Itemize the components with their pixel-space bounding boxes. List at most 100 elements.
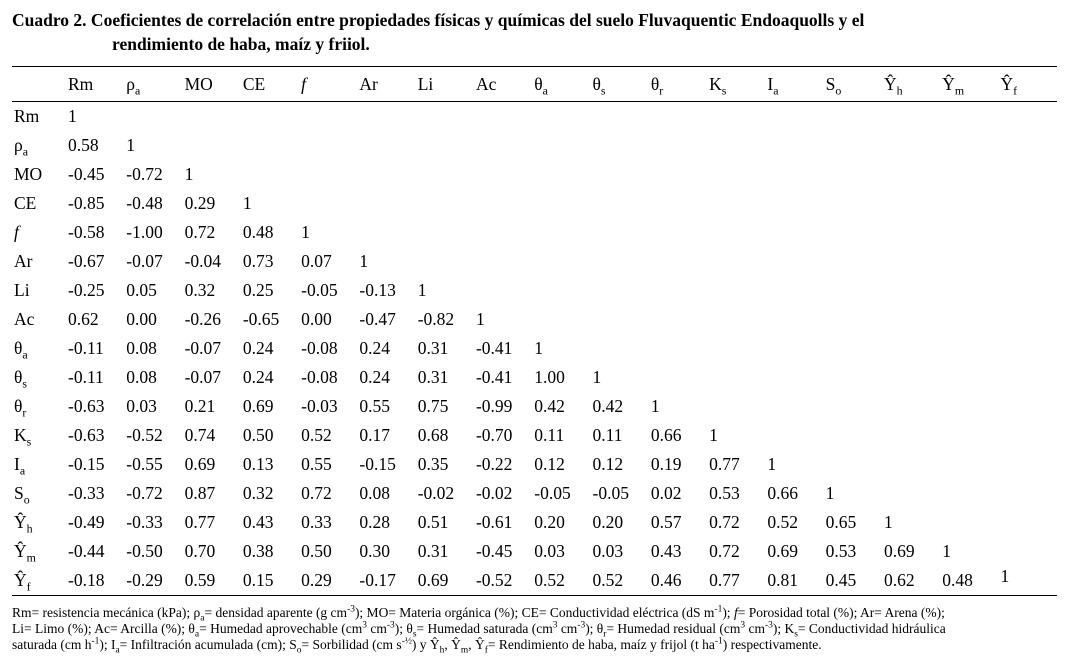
symbol-base: θ	[14, 367, 23, 387]
footnote-text: Li= Limo (%); Ac= Arcilla (%); θ	[12, 621, 195, 636]
symbol-subscript: h	[896, 83, 903, 98]
value-cell: -0.08	[301, 367, 338, 387]
value-cell	[241, 102, 299, 132]
symbol-base: I	[14, 454, 20, 474]
footnote-text: ); MO= Materia orgánica (%); CE= Conduct…	[354, 605, 715, 620]
value-cell: 0.12	[592, 454, 624, 474]
value-cell: 0.24	[359, 338, 391, 358]
footnote-text: = Porosidad total (%); Ar= Arena (%);	[737, 605, 945, 620]
value-cell: 0.69	[767, 541, 798, 561]
value-cell	[824, 102, 882, 132]
value-cell	[591, 305, 649, 334]
footnote-subscript: m	[460, 645, 469, 656]
value-cell	[532, 160, 590, 189]
symbol-base: Ŷ	[1000, 74, 1014, 94]
value-cell: 0.52	[534, 570, 565, 590]
symbol-subscript: a	[22, 347, 28, 362]
value-cell: 0.33	[301, 512, 332, 532]
value-cell	[999, 479, 1058, 508]
value-cell: -0.15	[359, 454, 396, 474]
value-cell	[882, 276, 940, 305]
value-cell	[999, 508, 1058, 537]
value-cell	[999, 450, 1058, 479]
row-label: Ac	[12, 305, 66, 334]
value-cell: 0.42	[592, 396, 624, 416]
footnote-superscript: -1	[91, 636, 100, 647]
value-cell	[765, 189, 823, 218]
value-cell	[940, 363, 998, 392]
value-cell	[824, 160, 882, 189]
footnote-text: = Humedad residual (cm	[606, 621, 741, 636]
value-cell: 1.00	[534, 367, 565, 387]
symbol-base: Li	[417, 74, 434, 94]
value-cell: 1	[1000, 566, 1010, 586]
footnote-text: cm	[367, 621, 387, 636]
value-cell: 0.53	[709, 483, 740, 503]
value-cell	[124, 102, 182, 132]
value-cell: 0.72	[301, 483, 332, 503]
table-row: Ar -0.67 -0.07 -0.04 0.73 0.07 1	[12, 247, 1057, 276]
value-cell	[765, 363, 823, 392]
value-cell: 0.24	[242, 367, 274, 387]
footnote-text: = Humedad aprovechable (cm	[199, 621, 363, 636]
value-cell	[357, 131, 415, 160]
footnote: Rm= resistencia mecánica (kPa); ρa= dens…	[12, 604, 1057, 656]
column-header: Ar	[357, 67, 415, 102]
footnote-text: f	[733, 605, 738, 620]
value-cell	[999, 537, 1058, 566]
value-cell	[940, 131, 998, 160]
value-cell	[882, 363, 940, 392]
value-cell	[474, 131, 532, 160]
value-cell	[707, 334, 765, 363]
value-cell: 0.00	[126, 309, 157, 329]
value-cell: 0.77	[709, 454, 740, 474]
header-row: Rm ρa MO CE f Ar Li Ac θa θs θr Ks Ia So Ŷh Ŷm Ŷf	[12, 67, 1057, 102]
table-row: Ac 0.62 0.00 -0.26 -0.65 0.00 -0.47 -0.82 1	[12, 305, 1057, 334]
value-cell: 0.48	[242, 222, 274, 242]
value-cell	[532, 189, 590, 218]
value-cell: 0.17	[359, 425, 391, 445]
symbol-base: Ar	[14, 251, 33, 271]
value-cell: -0.65	[242, 309, 280, 329]
value-cell: 0.62	[68, 309, 99, 329]
value-cell	[591, 276, 649, 305]
column-header: Ia	[765, 67, 823, 102]
value-cell	[357, 102, 415, 132]
value-cell: -0.05	[592, 483, 629, 503]
value-cell	[765, 421, 823, 450]
value-cell	[532, 276, 590, 305]
value-cell: -0.25	[68, 280, 105, 300]
value-cell: 1	[650, 396, 660, 416]
value-cell: -0.13	[359, 280, 396, 300]
value-cell: -0.07	[184, 367, 222, 387]
value-cell: 0.52	[301, 425, 332, 445]
footnote-superscript: -3	[347, 604, 355, 615]
table-row: Ia -0.15 -0.55 0.69 0.13 0.55 -0.15 0.35 -0.22 0.…	[12, 450, 1057, 479]
value-cell: 0.11	[534, 425, 565, 445]
value-cell	[765, 102, 823, 132]
value-cell	[824, 131, 882, 160]
table-row: Ks -0.63 -0.52 0.74 0.50 0.52 0.17 0.68 -0.70 0.1…	[12, 421, 1057, 450]
value-cell: 0.03	[592, 541, 624, 561]
symbol-subscript: a	[22, 144, 29, 159]
symbol-base: Rm	[68, 74, 94, 94]
value-cell: -0.11	[68, 338, 104, 358]
column-header: CE	[241, 67, 299, 102]
value-cell	[999, 363, 1058, 392]
symbol-subscript: f	[26, 579, 31, 594]
value-cell	[591, 131, 649, 160]
value-cell: 0.59	[184, 570, 216, 590]
value-cell: -0.82	[417, 309, 455, 329]
symbol-subscript: r	[22, 405, 27, 420]
value-cell	[707, 392, 765, 421]
value-cell: 0.45	[825, 570, 857, 590]
value-cell: 1	[534, 338, 543, 358]
value-cell: 0.11	[592, 425, 623, 445]
value-cell	[882, 189, 940, 218]
table-row: θa -0.11 0.08 -0.07 0.24 -0.08 0.24 0.31 -0.41 1	[12, 334, 1057, 363]
value-cell	[649, 305, 707, 334]
value-cell	[999, 102, 1058, 132]
footnote-text: );	[722, 605, 734, 620]
value-cell: 0.13	[242, 454, 274, 474]
value-cell: 0.50	[301, 541, 332, 561]
